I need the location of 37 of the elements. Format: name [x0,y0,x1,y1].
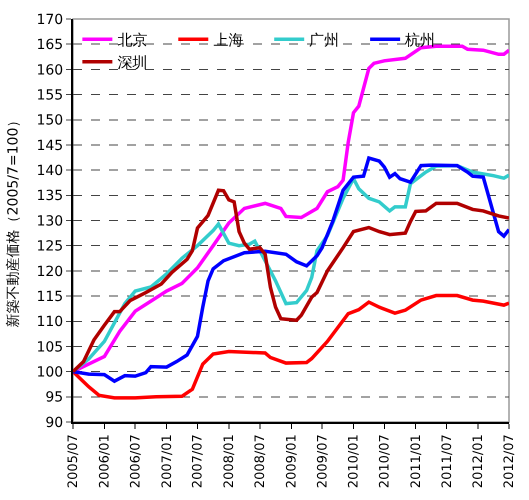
legend-label: 杭州 [404,31,436,50]
y-tick-label: 130 [36,213,64,230]
y-tick-label: 150 [36,112,64,129]
x-tick-label: 2011/07 [440,434,455,488]
y-tick-label: 90 [45,414,64,431]
x-tick-label: 2006/01 [98,434,113,488]
x-tick-label: 2011/01 [408,434,424,488]
x-tick-label: 2010/07 [378,434,393,488]
x-tick-label: 2012/01 [471,434,486,488]
x-tick-label: 2008/07 [253,434,268,488]
y-tick-label: 115 [36,288,64,305]
x-tick-label: 2008/01 [222,434,238,488]
legend-label: 深圳 [117,54,148,72]
x-tick-label: 2007/01 [160,434,175,488]
legend-label: 北京 [117,31,148,50]
y-tick-label: 135 [36,188,64,204]
y-tick-label: 125 [36,238,64,255]
x-tick-label: 2007/07 [190,434,206,488]
x-tick-label: 2005/07 [66,434,82,488]
y-tick-label: 110 [36,314,64,330]
x-tick-label: 2009/07 [315,434,330,488]
y-tick-label: 155 [36,87,64,104]
y-tick-label: 160 [36,62,64,78]
y-tick-label: 95 [45,390,64,406]
x-tick-label: 2010/01 [346,434,362,488]
y-tick-label: 165 [36,37,64,54]
x-tick-label: 2012/07 [502,434,518,488]
y-axis-title: 新築不動産価格（2005/7=100） [6,114,22,328]
x-tick-label: 2009/01 [284,434,300,488]
y-tick-label: 120 [36,264,64,280]
x-tick-label: 2006/07 [128,434,144,488]
y-tick-label: 145 [36,138,64,154]
y-tick-label: 105 [36,339,64,356]
y-tick-label: 170 [36,12,64,28]
line-series [73,294,509,400]
y-tick-label: 140 [36,163,64,180]
y-tick-label: 100 [36,364,64,381]
